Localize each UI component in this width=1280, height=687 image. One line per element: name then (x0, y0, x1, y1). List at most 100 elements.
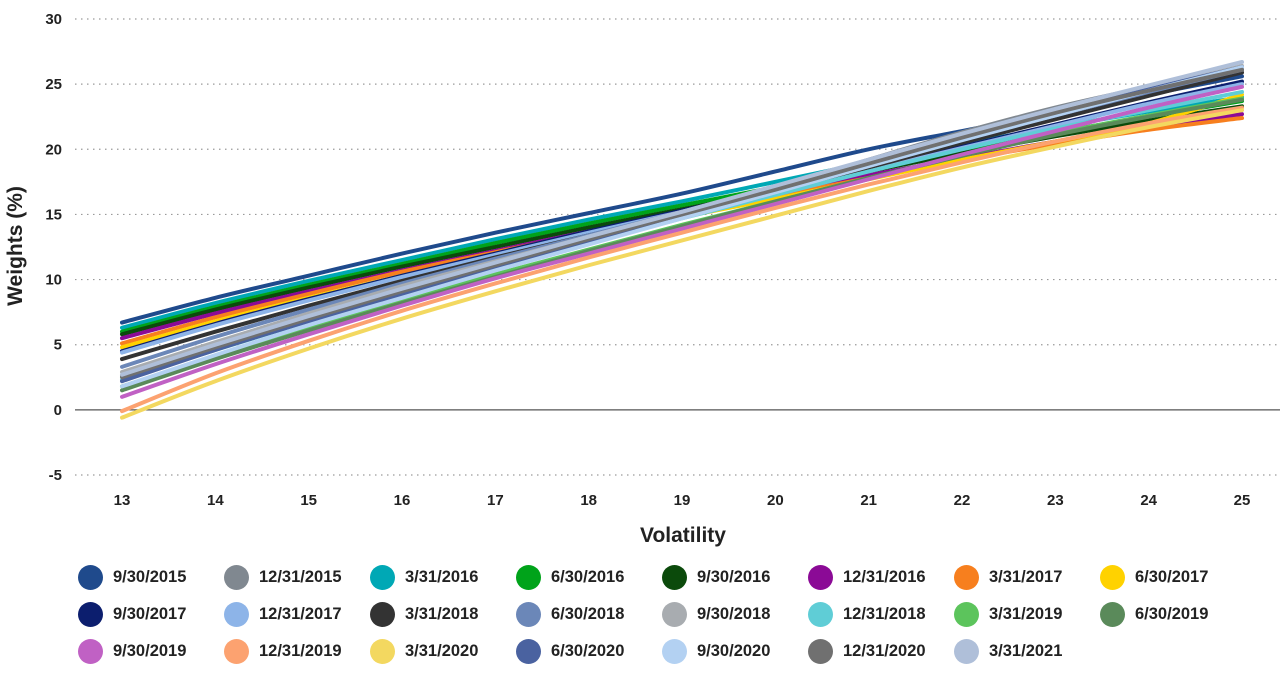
x-tick-label: 14 (207, 492, 224, 509)
legend-swatch-icon (224, 638, 249, 664)
legend-item[interactable]: 3/31/2018 (370, 601, 478, 627)
legend-swatch-icon (224, 601, 249, 627)
legend-item[interactable]: 12/31/2017 (224, 601, 342, 627)
gridlines (75, 18, 1280, 476)
legend-label: 6/30/2019 (1135, 604, 1209, 623)
y-tick-label: 25 (45, 76, 62, 93)
legend-swatch-icon (1100, 601, 1125, 627)
legend-label: 3/31/2018 (405, 604, 479, 623)
y-tick-label: 10 (45, 272, 62, 289)
legend-swatch-icon (954, 564, 979, 590)
x-tick-label: 23 (1047, 492, 1064, 509)
legend-item[interactable]: 6/30/2019 (1100, 601, 1208, 627)
legend-item[interactable]: 12/31/2016 (808, 564, 926, 590)
y-tick-label: 30 (45, 11, 62, 28)
y-tick-label: 0 (54, 402, 62, 419)
legend-label: 3/31/2016 (405, 567, 479, 586)
legend-label: 12/31/2020 (843, 641, 926, 660)
x-tick-label: 16 (394, 492, 411, 509)
series-line-3-31-2020 (120, 108, 1244, 420)
legend-item[interactable]: 12/31/2019 (224, 638, 342, 664)
legend-swatch-icon (662, 638, 687, 664)
x-tick-label: 19 (674, 492, 691, 509)
legend-swatch-icon (516, 638, 541, 664)
legend-label: 9/30/2015 (113, 567, 187, 586)
legend-swatch-icon (370, 564, 395, 590)
legend-item[interactable]: 6/30/2018 (516, 601, 624, 627)
legend-swatch-icon (78, 638, 103, 664)
legend-item[interactable]: 3/31/2016 (370, 564, 478, 590)
x-tick-label: 15 (300, 492, 317, 509)
legend-label: 12/31/2018 (843, 604, 926, 623)
legend-swatch-icon (516, 564, 541, 590)
legend-label: 6/30/2016 (551, 567, 625, 586)
legend-item[interactable]: 9/30/2019 (78, 638, 186, 664)
y-axis-title: Weights (%) (4, 186, 27, 306)
legend-label: 9/30/2017 (113, 604, 187, 623)
legend-item[interactable]: 9/30/2015 (78, 564, 186, 590)
series-lines (120, 59, 1244, 420)
y-tick-label: 20 (45, 141, 62, 158)
series-line-12-31-2019 (120, 105, 1244, 414)
legend-item[interactable]: 12/31/2020 (808, 638, 926, 664)
legend-label: 6/30/2017 (1135, 567, 1209, 586)
series-line-12-31-2020 (120, 67, 1244, 380)
y-tick-label: 5 (54, 337, 62, 354)
legend-label: 9/30/2018 (697, 604, 771, 623)
legend-item[interactable]: 3/31/2021 (954, 638, 1062, 664)
legend-item[interactable]: 3/31/2019 (954, 601, 1062, 627)
x-tick-label: 20 (767, 492, 784, 509)
legend-label: 12/31/2017 (259, 604, 342, 623)
legend-item[interactable]: 3/31/2017 (954, 564, 1062, 590)
legend-label: 3/31/2020 (405, 641, 479, 660)
legend-swatch-icon (370, 638, 395, 664)
x-tick-label: 21 (860, 492, 877, 509)
legend-swatch-icon (954, 638, 979, 664)
legend-label: 12/31/2019 (259, 641, 342, 660)
legend-label: 9/30/2016 (697, 567, 771, 586)
legend-swatch-icon (78, 564, 103, 590)
series-line-9-30-2019 (120, 84, 1244, 399)
series-line-3-31-2021 (120, 59, 1244, 377)
legend-label: 3/31/2021 (989, 641, 1063, 660)
legend-item[interactable]: 9/30/2017 (78, 601, 186, 627)
legend-swatch-icon (808, 638, 833, 664)
legend-label: 6/30/2018 (551, 604, 625, 623)
legend-swatch-icon (516, 601, 541, 627)
legend-label: 9/30/2020 (697, 641, 771, 660)
legend-swatch-icon (78, 601, 103, 627)
series-line-9-30-2020 (120, 65, 1244, 389)
x-axis-ticks: 13 14 15 16 17 18 19 20 21 22 23 24 25 (114, 492, 1251, 509)
legend-label: 12/31/2015 (259, 567, 342, 586)
legend-item[interactable]: 6/30/2017 (1100, 564, 1208, 590)
legend-item[interactable]: 6/30/2020 (516, 638, 624, 664)
y-axis-ticks: 30 25 20 15 10 5 0 -5 (45, 11, 62, 484)
x-tick-label: 25 (1234, 492, 1251, 509)
legend-swatch-icon (808, 601, 833, 627)
legend-swatch-icon (662, 601, 687, 627)
x-tick-label: 22 (954, 492, 971, 509)
x-tick-label: 24 (1140, 492, 1157, 509)
legend-swatch-icon (808, 564, 833, 590)
legend-label: 9/30/2019 (113, 641, 187, 660)
x-tick-label: 17 (487, 492, 504, 509)
legend-label: 6/30/2020 (551, 641, 625, 660)
legend-item[interactable]: 9/30/2020 (662, 638, 770, 664)
legend-label: 3/31/2019 (989, 604, 1063, 623)
legend-item[interactable]: 9/30/2018 (662, 601, 770, 627)
x-tick-label: 13 (114, 492, 131, 509)
legend-item[interactable]: 9/30/2016 (662, 564, 770, 590)
legend-label: 3/31/2017 (989, 567, 1063, 586)
legend-label: 12/31/2016 (843, 567, 926, 586)
series-line-6-30-2019 (120, 97, 1244, 393)
legend-item[interactable]: 6/30/2016 (516, 564, 624, 590)
legend-item[interactable]: 3/31/2020 (370, 638, 478, 664)
legend-swatch-icon (1100, 564, 1125, 590)
line-chart: 30 25 20 15 10 5 0 -5 13 14 15 16 17 18 19 20 21 22 23 24 2… (4, 11, 1280, 547)
legend-item[interactable]: 12/31/2015 (224, 564, 342, 590)
legend-item[interactable]: 12/31/2018 (808, 601, 926, 627)
y-tick-label: -5 (49, 467, 62, 484)
legend-swatch-icon (954, 601, 979, 627)
legend-swatch-icon (370, 601, 395, 627)
legend-swatch-icon (224, 564, 249, 590)
